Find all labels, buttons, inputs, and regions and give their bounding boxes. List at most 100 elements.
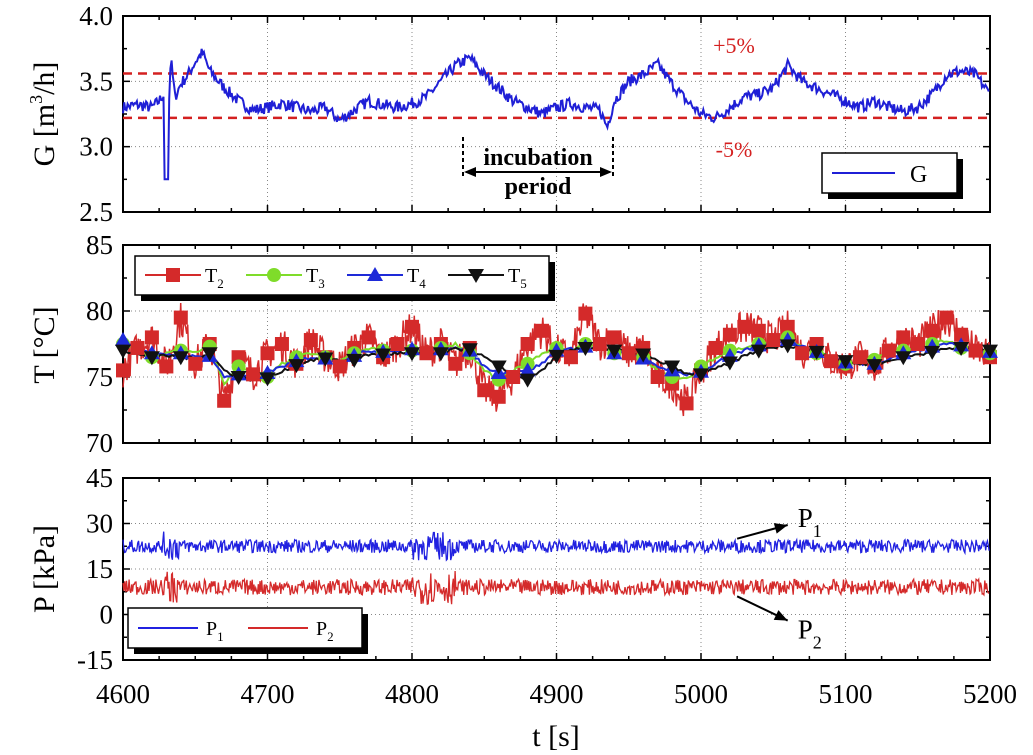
marker-t5 [548, 349, 565, 364]
incubation-label-line2: period [505, 174, 572, 200]
marker-t5 [230, 371, 247, 385]
marker-t2 [535, 323, 550, 338]
marker-t2 [520, 337, 535, 351]
annotation-arrow-head [773, 610, 788, 621]
marker-t2 [722, 327, 737, 342]
marker-t5 [461, 343, 478, 358]
y-tick-label: 80 [86, 296, 113, 326]
marker-t5 [693, 368, 709, 383]
marker-t5 [953, 341, 970, 356]
marker-t4 [115, 332, 131, 347]
marker-t5 [866, 359, 883, 374]
y-tick-label: 15 [86, 554, 113, 584]
y-tick-label: 30 [86, 509, 113, 539]
marker-t2 [650, 370, 665, 384]
y-tick-label: -15 [77, 645, 113, 675]
incubation-label-line1: incubation [483, 145, 592, 171]
marker-t2 [592, 337, 607, 351]
marker-t5 [172, 351, 189, 366]
y-tick-label: 2.5 [79, 197, 113, 227]
ticks-t [122, 244, 991, 444]
y-tick-label: 3.0 [79, 132, 113, 162]
y-tick-label: 4.0 [79, 1, 113, 31]
ticks-p [122, 477, 991, 661]
marker-t5 [317, 352, 334, 367]
y-axis-label-g: G [m3/h] [26, 62, 61, 167]
marker-t2 [217, 393, 232, 408]
marker-t2 [954, 327, 969, 342]
marker-t5 [432, 347, 449, 362]
marker-t5 [895, 351, 912, 366]
marker-t5 [115, 344, 131, 359]
panel-flow-rate: 2.5 3.0 3.5 4.0 G [m3/h] +5% -5% incubation… [26, 1, 991, 227]
marker-t2 [144, 330, 159, 345]
x-tick-label: 4600 [96, 679, 150, 709]
marker-t2 [274, 337, 289, 351]
marker-t2 [751, 323, 766, 338]
legend-t-marker [166, 268, 180, 282]
marker-t2 [405, 319, 419, 334]
marker-t5 [750, 344, 767, 359]
x-tick-label: 4800 [385, 679, 439, 709]
x-tick-label: 5100 [819, 679, 873, 709]
marker-t2 [491, 389, 506, 404]
marker-t2 [939, 310, 954, 325]
legend-t-marker [267, 268, 281, 282]
y-tick-label: 0 [100, 600, 114, 630]
legend-t-marker [367, 267, 383, 281]
grid-g [123, 16, 990, 212]
y-tick-label: 75 [86, 362, 113, 392]
y-axis-label-t: T [°C] [28, 306, 61, 383]
marker-t2 [116, 363, 130, 378]
series-line-p2 [122, 570, 990, 606]
marker-t2 [130, 340, 145, 355]
marker-t5 [635, 348, 652, 363]
marker-t2 [621, 346, 636, 361]
marker-t5 [664, 360, 681, 375]
marker-t2 [563, 350, 578, 365]
marker-t2 [578, 306, 593, 321]
y-tick-labels-g: 2.5 3.0 3.5 4.0 [79, 1, 113, 227]
marker-t2 [188, 356, 203, 371]
y-tick-label: 85 [86, 230, 113, 260]
marker-t2 [246, 367, 261, 382]
marker-t2 [780, 319, 795, 334]
marker-t2 [448, 356, 463, 371]
y-tick-label: 70 [86, 428, 113, 458]
x-tick-label: 5000 [674, 679, 728, 709]
marker-t2 [925, 323, 940, 338]
series-g-line [122, 48, 990, 181]
minus-5-percent-label: -5% [716, 137, 753, 162]
marker-t2 [766, 333, 781, 348]
plus-5-percent-label: +5% [713, 33, 755, 58]
y-tick-label: 3.5 [79, 66, 113, 96]
panel-temperature: 70 75 80 85 T [°C] T2 T3 T4 T5 [28, 230, 998, 458]
marker-t2 [852, 350, 867, 365]
annotation-arrow-head [773, 523, 788, 534]
legend-g-label: G [910, 162, 927, 188]
series-t-markers [115, 306, 998, 411]
marker-t5 [519, 373, 536, 388]
marker-t2 [968, 343, 983, 358]
y-axis-label-p: P [kPa] [28, 525, 61, 613]
y-tick-labels-t: 70 75 80 85 [86, 230, 113, 458]
marker-t2 [159, 359, 174, 374]
x-tick-label: 5200 [963, 679, 1017, 709]
ticks-g [122, 15, 991, 213]
marker-t2 [881, 343, 896, 358]
marker-t2 [173, 310, 188, 325]
marker-t5 [143, 351, 160, 366]
legend-p: P1 P2 [127, 607, 368, 654]
marker-t2 [708, 340, 723, 355]
marker-t5 [982, 344, 998, 359]
y-tick-label: 45 [86, 463, 113, 493]
marker-t2 [419, 346, 434, 361]
marker-t5 [606, 344, 623, 359]
series-line-p1 [122, 531, 990, 562]
marker-t2 [737, 319, 752, 334]
marker-t2 [303, 333, 318, 348]
marker-t5 [404, 347, 420, 362]
x-tick-label: 4700 [241, 679, 295, 709]
